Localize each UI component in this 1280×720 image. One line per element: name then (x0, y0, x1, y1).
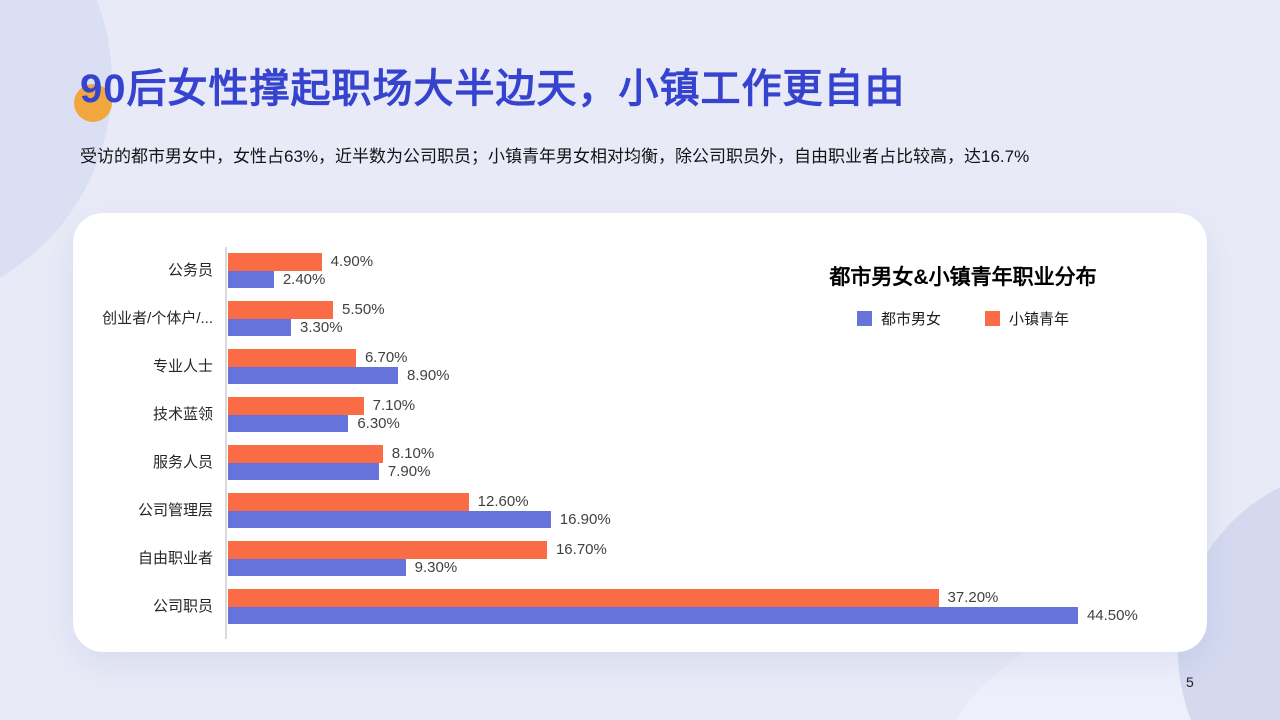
legend-label: 小镇青年 (1009, 311, 1070, 328)
chart-row: 创业者/个体户/... 5.50% 3.30% (73, 301, 1207, 349)
category-label: 自由职业者 (137, 550, 213, 567)
legend-label: 都市男女 (880, 311, 941, 328)
category-label: 公务员 (167, 262, 213, 279)
chart-legend: 都市男女 小镇青年 (663, 308, 1263, 329)
title-accent-circle (74, 84, 112, 122)
bar-line: 44.50% (228, 606, 1138, 624)
category-label: 创业者/个体户/... (102, 310, 213, 327)
bar-line: 4.90% (228, 253, 373, 271)
bar-value-label: 7.10% (372, 397, 416, 415)
bar-line: 8.90% (228, 366, 450, 384)
bar (228, 606, 1078, 624)
category-label: 服务人员 (152, 454, 213, 471)
bar-group: 37.20% 44.50% (228, 589, 1138, 624)
bar (228, 445, 383, 463)
bar (228, 558, 406, 576)
bar-value-label: 6.70% (364, 349, 408, 367)
bar-line: 7.10% (228, 397, 415, 415)
category-label: 技术蓝领 (152, 406, 213, 423)
bar-value-label: 4.90% (330, 253, 374, 271)
bar-group: 7.10% 6.30% (228, 397, 415, 432)
bar-line: 9.30% (228, 558, 607, 576)
chart-row: 技术蓝领 7.10% 6.30% (73, 397, 1207, 445)
chart-card: 都市男女&小镇青年职业分布 都市男女 小镇青年 公务员 4.90% 2.40% 创业者/… (73, 213, 1207, 652)
page-subtitle: 受访的都市男女中，女性占63%，近半数为公司职员；小镇青年男女相对均衡，除公司职… (80, 147, 1030, 166)
bar (228, 510, 551, 528)
page-number: 5 (1186, 674, 1194, 690)
bar-group: 5.50% 3.30% (228, 301, 385, 336)
chart-row: 公司职员 37.20% 44.50% (73, 589, 1207, 637)
bar-group: 4.90% 2.40% (228, 253, 373, 288)
bar-value-label: 6.30% (357, 414, 400, 432)
chart-row: 服务人员 8.10% 7.90% (73, 445, 1207, 493)
bar-value-label: 7.90% (387, 462, 431, 480)
bar-value-label: 8.90% (406, 366, 450, 384)
bar-group: 12.60% 16.90% (228, 493, 611, 528)
y-axis-line (225, 247, 227, 639)
category-label: 公司职员 (152, 598, 213, 615)
bar-line: 6.30% (228, 414, 415, 432)
bar-line: 16.70% (228, 541, 607, 559)
bar (228, 349, 356, 367)
bar (228, 493, 469, 511)
bar-line: 7.90% (228, 462, 434, 480)
chart-row: 自由职业者 16.70% 9.30% (73, 541, 1207, 589)
bar-line: 5.50% (228, 301, 385, 319)
bar (228, 270, 274, 288)
bar-line: 8.10% (228, 445, 434, 463)
chart-header: 都市男女&小镇青年职业分布 都市男女 小镇青年 (663, 261, 1263, 329)
bar (228, 462, 379, 480)
bar-line: 2.40% (228, 270, 373, 288)
bar (228, 541, 547, 559)
chart-row: 专业人士 6.70% 8.90% (73, 349, 1207, 397)
bar-value-label: 2.40% (282, 270, 326, 288)
bar (228, 397, 364, 415)
bar (228, 301, 334, 319)
bar (228, 253, 322, 271)
page-title: 90后女性撑起职场大半边天，小镇工作更自由 (80, 67, 906, 111)
bar-value-label: 16.70% (555, 541, 607, 559)
bar (228, 318, 292, 336)
bar (228, 366, 398, 384)
bar-value-label: 9.30% (414, 558, 458, 576)
bar-group: 8.10% 7.90% (228, 445, 434, 480)
bar-line: 12.60% (228, 493, 611, 511)
plot-rows: 公务员 4.90% 2.40% 创业者/个体户/... 5.50% 3.30% 专业人士 6.… (73, 253, 1207, 637)
chart-title: 都市男女&小镇青年职业分布 (829, 266, 1097, 289)
bar-line: 37.20% (228, 589, 1138, 607)
bar (228, 414, 349, 432)
category-label: 专业人士 (152, 358, 213, 375)
category-label: 公司管理层 (137, 502, 213, 519)
bar-value-label: 44.50% (1086, 606, 1138, 624)
chart-row: 公司管理层 12.60% 16.90% (73, 493, 1207, 541)
bar-value-label: 16.90% (559, 510, 611, 528)
bar (228, 589, 939, 607)
bar-line: 3.30% (228, 318, 385, 336)
bar-value-label: 5.50% (342, 301, 385, 319)
bar-value-label: 8.10% (391, 445, 435, 463)
chart-row: 公务员 4.90% 2.40% (73, 253, 1207, 301)
legend-item-0: 都市男女 (856, 308, 941, 329)
bar-value-label: 3.30% (300, 318, 343, 336)
bar-group: 16.70% 9.30% (228, 541, 607, 576)
legend-item-1: 小镇青年 (985, 308, 1069, 329)
bar-line: 16.90% (228, 510, 611, 528)
bar-group: 6.70% 8.90% (228, 349, 450, 384)
bar-value-label: 37.20% (947, 589, 999, 607)
legend-swatch-icon (856, 311, 872, 326)
bar-value-label: 12.60% (477, 493, 529, 511)
bar-line: 6.70% (228, 349, 450, 367)
legend-swatch-icon (985, 311, 1000, 326)
